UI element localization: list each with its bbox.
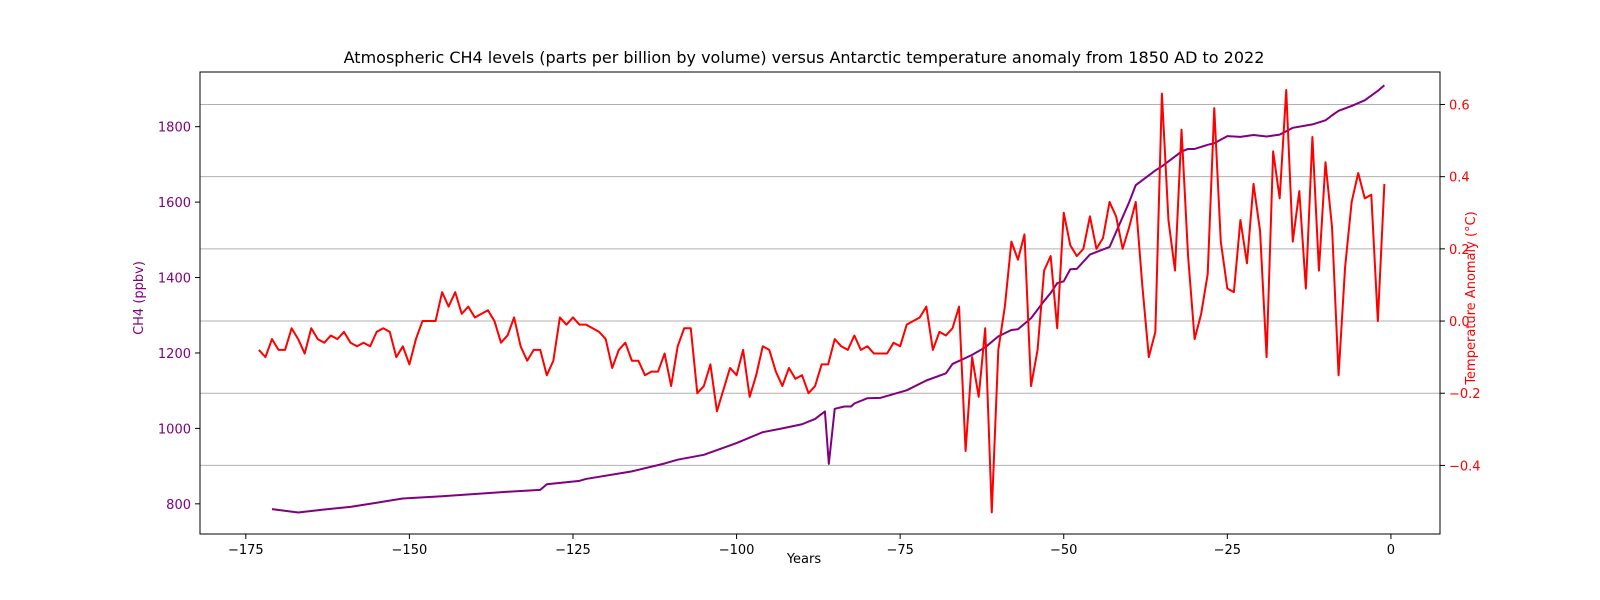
y-left-tick-label: 1600 <box>158 196 191 211</box>
y-right-tick-label: −0.2 <box>1449 387 1481 402</box>
y-axis-left-title: CH4 (ppbv) <box>132 261 147 335</box>
x-tick-label: −75 <box>886 543 913 558</box>
y-left-tick-label: 1800 <box>158 121 191 136</box>
y-axis-left: 800 1000 1200 1400 1600 1800 <box>158 121 200 513</box>
y-axis-right-title: Temperature Anomaly (°C) <box>1464 211 1479 385</box>
x-axis: −175 −150 −125 −100 −75 −50 −25 0 <box>228 534 1395 558</box>
y-left-tick-label: 1000 <box>158 422 191 437</box>
y-right-tick-label: 0.6 <box>1449 98 1470 113</box>
x-tick-label: 0 <box>1387 543 1395 558</box>
x-tick-label: −125 <box>555 543 591 558</box>
y-right-tick-label: 0.4 <box>1449 171 1470 186</box>
x-tick-label: −150 <box>392 543 428 558</box>
ch4-series-line <box>271 84 1386 514</box>
x-tick-label: −175 <box>228 543 264 558</box>
x-axis-title: Years <box>786 552 822 567</box>
chart-title: Atmospheric CH4 levels (parts per billio… <box>344 48 1265 67</box>
plot-frame <box>199 71 1441 535</box>
y-left-tick-label: 1400 <box>158 272 191 287</box>
y-left-tick-label: 1200 <box>158 347 191 362</box>
y-right-tick-label: 0.0 <box>1449 315 1470 330</box>
x-tick-label: −100 <box>719 543 755 558</box>
y-right-tick-label: −0.4 <box>1449 459 1481 474</box>
x-tick-label: −25 <box>1214 543 1241 558</box>
y-left-tick-label: 800 <box>166 498 191 513</box>
y-axis-right: −0.4 −0.2 0.0 0.2 0.4 0.6 <box>1440 98 1481 474</box>
grid <box>200 103 1440 466</box>
x-tick-label: −50 <box>1050 543 1077 558</box>
temperature-series-line <box>258 89 1386 514</box>
y-right-tick-label: 0.2 <box>1449 243 1470 258</box>
series-layer <box>258 84 1386 514</box>
